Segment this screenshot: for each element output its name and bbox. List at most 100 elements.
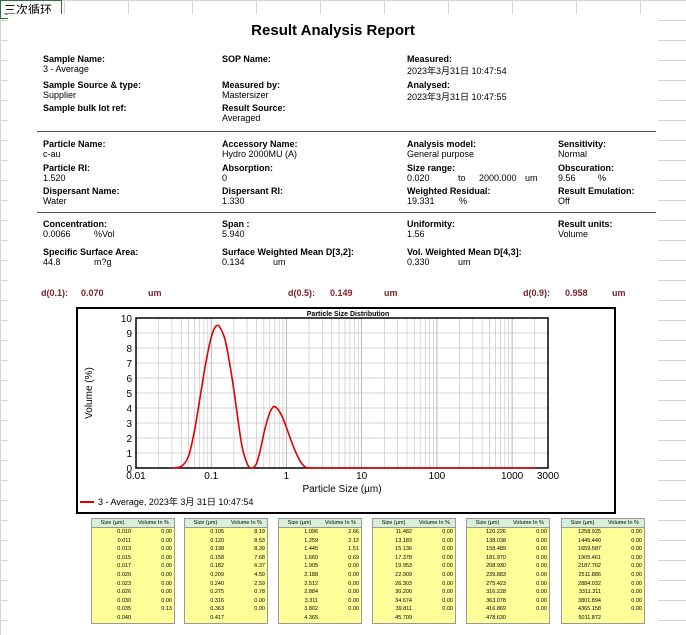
- volume-cell: 0.00: [442, 563, 453, 570]
- size-cell: 0.105: [210, 529, 224, 535]
- table-header: Size (µm) Volume In %: [373, 519, 455, 528]
- volume-cell: 0.00: [631, 597, 642, 604]
- size-cell: 0.182: [210, 563, 224, 570]
- size-cell: 22.909: [395, 571, 412, 578]
- accessory-name-value: Hydro 2000MU (A): [222, 149, 298, 159]
- size-table: Size (µm) Volume In % 120.226 0.00 138.038 0.…: [466, 518, 550, 624]
- table-row: 181.970 0.00: [467, 554, 549, 563]
- table-row: 275.423 0.00: [467, 580, 549, 589]
- size-cell: 11.482: [395, 529, 412, 535]
- volume-cell: 0.00: [442, 597, 453, 604]
- size-cell: 2.188: [304, 571, 318, 578]
- d32-value: 0.134: [222, 257, 245, 267]
- volume-cell: 0.00: [631, 537, 642, 544]
- size-range-label: Size range:: [407, 163, 456, 173]
- concentration-unit: %Vol: [94, 229, 115, 239]
- table-row: 120.226 0.00: [467, 528, 549, 537]
- size-cell: 26.303: [395, 580, 412, 587]
- table-row: 0.240 2.59: [185, 580, 267, 589]
- size-cell: 3.802: [304, 606, 318, 613]
- x-tick-label: 0.01: [126, 471, 146, 482]
- volume-cell: 8.53: [254, 537, 265, 544]
- table-header: Size (µm) Volume In %: [279, 519, 361, 528]
- table-row: 0.011 0.00: [92, 537, 174, 546]
- table-row: 11.482 0.00: [373, 528, 455, 537]
- y-tick-label: 9: [126, 329, 132, 340]
- x-tick-label: 100: [429, 471, 446, 482]
- size-cell: 0.035: [117, 606, 131, 613]
- table-row: 2.512 0.00: [279, 580, 361, 589]
- size-cell: 0.015: [117, 554, 131, 561]
- table-row: 0.417: [185, 614, 267, 623]
- size-cell: 0.120: [210, 537, 224, 544]
- volume-cell: 0.00: [631, 571, 642, 578]
- size-cell: 0.316: [210, 597, 224, 604]
- size-cell: 3.311: [304, 597, 318, 604]
- y-tick-label: 8: [126, 344, 132, 355]
- size-cell: 0.030: [117, 597, 131, 604]
- table-row: 316.228 0.00: [467, 588, 549, 597]
- obscuration-label: Obscuration:: [558, 163, 615, 173]
- table-header: Size (µm) Volume In %: [185, 519, 267, 528]
- size-cell: 4365.158: [578, 606, 601, 613]
- volume-cell: 0.00: [161, 580, 172, 587]
- volume-cell: 6.37: [254, 563, 265, 570]
- table-row: 1.905 0.00: [279, 562, 361, 571]
- volume-cell: 0.00: [442, 554, 453, 561]
- header-volume: Volume In %: [231, 520, 262, 526]
- size-cell: 2187.762: [578, 563, 601, 570]
- volume-cell: 0.00: [348, 589, 359, 596]
- particle-name-value: c-au: [43, 149, 61, 159]
- volume-cell: 0.00: [536, 537, 547, 544]
- table-row: 5011.872: [562, 614, 644, 623]
- header-volume: Volume In %: [325, 520, 356, 526]
- size-cell: 239.883: [486, 571, 506, 578]
- table-row: 208.930 0.00: [467, 562, 549, 571]
- table-row: 1.660 0.69: [279, 554, 361, 563]
- report-sheet: Result Analysis Report Sample Name: 3 - …: [8, 14, 658, 635]
- volume-cell: 0.00: [442, 606, 453, 613]
- result-emulation-label: Result Emulation:: [558, 186, 635, 196]
- y-tick-label: 5: [126, 389, 132, 400]
- volume-cell: 0.00: [536, 529, 547, 535]
- size-table: Size (µm) Volume In % 0.105 8.19 0.120 8.53 0.…: [184, 518, 268, 624]
- ssa-value: 44.8: [43, 257, 61, 267]
- size-cell: 1659.587: [578, 546, 601, 553]
- d05-label: d(0.5):: [288, 288, 315, 298]
- measured-by-value: Mastersizer: [222, 90, 269, 100]
- size-range-from: 0.020: [407, 173, 430, 183]
- volume-cell: 0.00: [161, 554, 172, 561]
- uniformity-label: Uniformity:: [407, 219, 455, 229]
- weighted-residual-unit: %: [459, 196, 468, 206]
- y-tick-label: 3: [126, 419, 132, 430]
- result-source-value: Averaged: [222, 113, 261, 123]
- size-cell: 120.226: [486, 529, 506, 535]
- table-row: 0.013 0.00: [92, 545, 174, 554]
- weighted-residual-value: 19.331: [407, 196, 435, 206]
- volume-cell: 0.00: [536, 606, 547, 613]
- volume-cell: [133, 614, 174, 623]
- volume-cell: 0.00: [442, 589, 453, 596]
- analysed-value: 2023年3月31日 10:47:55: [407, 92, 507, 102]
- header-size: Size (µm): [100, 520, 125, 526]
- header-volume: Volume In %: [419, 520, 450, 526]
- d01-unit: um: [148, 288, 162, 298]
- table-row: 26.303 0.00: [373, 580, 455, 589]
- size-cell: 19.953: [395, 563, 412, 570]
- volume-cell: 0.00: [254, 597, 265, 604]
- size-cell: 181.970: [486, 554, 506, 561]
- absorption-value: 0: [222, 173, 228, 183]
- size-cell: 0.026: [117, 589, 131, 596]
- size-cell: 3311.311: [578, 589, 601, 596]
- dispersant-name-value: Water: [43, 196, 67, 206]
- size-table: Size (µm) Volume In % 11.482 0.00 13.183 0.00…: [372, 518, 456, 624]
- header-volume: Volume In %: [513, 520, 544, 526]
- d05-unit: um: [384, 288, 398, 298]
- measured-by-label: Measured by:: [222, 80, 281, 90]
- dispersant-ri-value: 1.330: [222, 196, 245, 206]
- table-row: 0.023 0.00: [92, 580, 174, 589]
- table-row: 0.017 0.00: [92, 562, 174, 571]
- table-row: 3801.894 0.00: [562, 597, 644, 606]
- table-row: 39.811 0.00: [373, 605, 455, 614]
- report-title: Result Analysis Report: [251, 22, 415, 39]
